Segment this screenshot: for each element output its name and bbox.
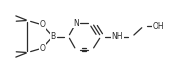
Text: O: O xyxy=(39,20,45,29)
Text: NH: NH xyxy=(112,32,123,41)
Text: OH: OH xyxy=(152,22,164,31)
Text: O: O xyxy=(39,44,45,53)
Text: N: N xyxy=(73,19,79,28)
Text: B: B xyxy=(50,32,55,41)
